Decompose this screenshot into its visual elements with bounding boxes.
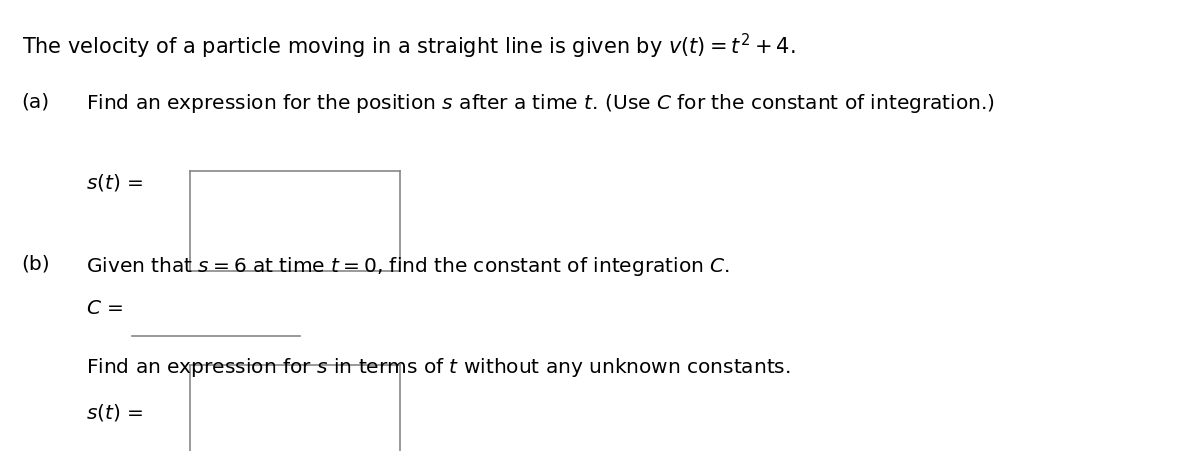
Text: The velocity of a particle moving in a straight line is given by $v(t) = t^2 + 4: The velocity of a particle moving in a s… (22, 32, 796, 61)
Text: (a): (a) (22, 92, 49, 111)
Text: $C$ =: $C$ = (86, 299, 124, 318)
Text: $s(t)$ =: $s(t)$ = (86, 172, 144, 193)
Text: $s(t)$ =: $s(t)$ = (86, 402, 144, 423)
Text: Find an expression for the position $s$ after a time $t$. (Use $C$ for the const: Find an expression for the position $s$ … (86, 92, 996, 115)
Text: Given that $s = 6$ at time $t = 0$, find the constant of integration $C$.: Given that $s = 6$ at time $t = 0$, find… (86, 255, 731, 278)
Text: (b): (b) (22, 255, 50, 274)
Text: Find an expression for $s$ in terms of $t$ without any unknown constants.: Find an expression for $s$ in terms of $… (86, 356, 791, 379)
